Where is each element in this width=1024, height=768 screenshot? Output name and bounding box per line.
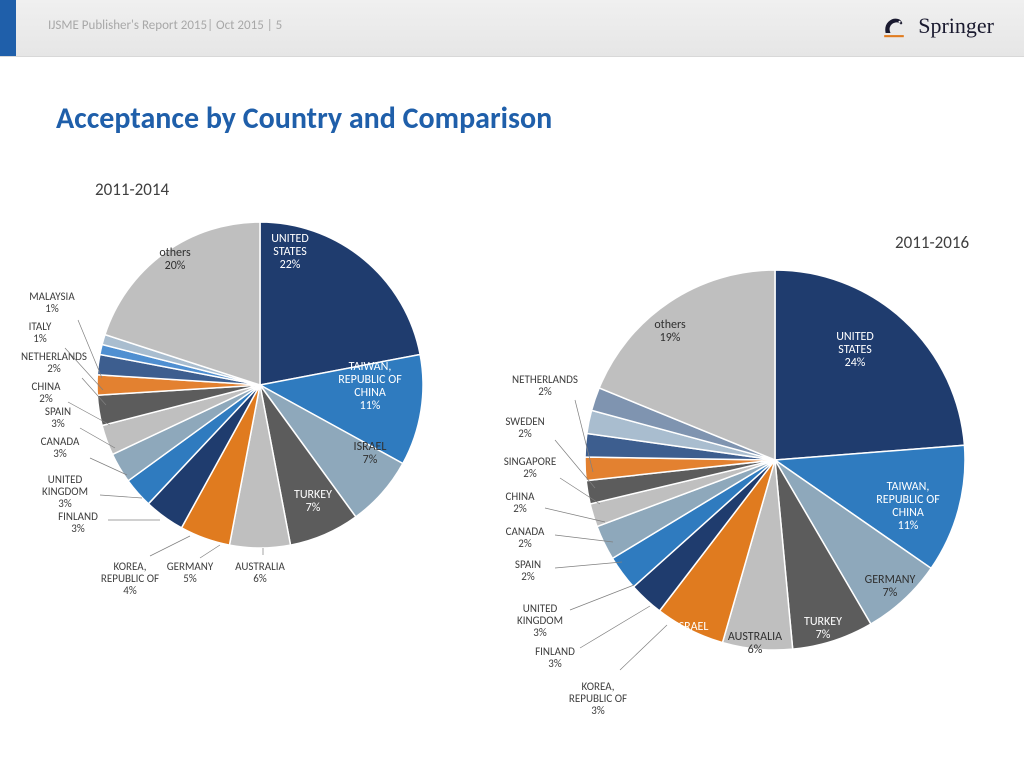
springer-horse-icon (880, 12, 908, 40)
pie-slice (260, 222, 420, 385)
pie-slice (102, 385, 260, 454)
leader-line (620, 625, 667, 670)
slice-label: SWEDEN2% (505, 415, 544, 440)
pie-slice (181, 385, 260, 545)
pie-slice (597, 460, 775, 558)
pie-slice (599, 270, 775, 460)
slice-label: MALAYSIA1% (29, 290, 75, 315)
pie-slice (592, 388, 775, 460)
slice-label: UNITEDKINGDOM3% (42, 473, 88, 510)
slice-label: SPAIN3% (45, 405, 71, 430)
pie-slice (148, 385, 260, 528)
leader-line (580, 606, 650, 648)
leader-line (100, 495, 142, 498)
leader-line (570, 585, 634, 610)
slice-label: TURKEY7% (804, 615, 842, 642)
pie-slice (113, 385, 260, 481)
slice-label: SPAIN2% (515, 558, 541, 583)
slice-label: others19% (654, 318, 686, 345)
pie-slice (229, 385, 290, 548)
leader-line (68, 402, 110, 425)
slice-label: KOREA,REPUBLIC OF4% (101, 560, 159, 597)
slice-label: NETHERLANDS2% (512, 373, 578, 398)
slice-label: SINGAPORE2% (504, 455, 557, 480)
pie-slice (775, 445, 965, 568)
pie-slice (260, 354, 423, 463)
leader-line (555, 562, 622, 568)
leader-line (150, 536, 190, 556)
pie-slice (587, 410, 775, 460)
brand: Springer (880, 12, 994, 40)
slice-label: FINLAND3% (535, 645, 575, 670)
slice-label: TURKEY7% (294, 488, 332, 515)
slice-label: CHINA2% (32, 380, 62, 405)
pie-slice (97, 354, 260, 385)
slice-label: UNITEDSTATES24% (836, 330, 874, 370)
pie-slice (775, 460, 871, 649)
pie-slice (260, 385, 356, 545)
slice-label: TAIWAN,REPUBLIC OFCHINA11% (338, 360, 402, 413)
pie-slice (585, 457, 775, 481)
period-label: 2011-2016 (895, 232, 970, 253)
pie-slice (775, 460, 931, 624)
pie-slice (590, 460, 775, 527)
leader-line (82, 378, 106, 405)
pie-slice (585, 433, 775, 460)
pie-slice (97, 375, 260, 395)
slice-label: GERMANY5% (167, 560, 214, 585)
leader-line (65, 348, 103, 390)
pie-slice (612, 460, 775, 587)
leader-line (200, 545, 220, 558)
slice-label: NETHERLANDS2% (21, 350, 87, 375)
slice-label: CANADA3% (41, 435, 80, 460)
page-title: Acceptance by Country and Comparison (56, 100, 552, 137)
slice-label: ISRAEL6% (676, 620, 709, 647)
leader-line (545, 508, 605, 522)
slice-label: UNITEDSTATES22% (271, 232, 309, 272)
slice-label: TAIWAN,REPUBLIC OFCHINA11% (876, 480, 940, 533)
leader-line (555, 535, 613, 542)
breadcrumb: IJSME Publisher's Report 2015| Oct 2015 … (48, 18, 282, 33)
pie-slice (102, 335, 260, 385)
leader-line (555, 440, 595, 488)
period-label: 2011-2014 (95, 179, 170, 200)
slice-label: FINLAND3% (58, 510, 98, 535)
pie-slice (723, 460, 793, 650)
pie-slice (660, 460, 775, 643)
slice-label: GERMANY7% (865, 573, 916, 600)
slice-label: AUSTRALIA6% (728, 630, 782, 657)
slice-label: ITALY1% (29, 320, 52, 345)
slice-label: CHINA2% (506, 490, 536, 515)
pie-slice (634, 460, 775, 611)
header-bar: IJSME Publisher's Report 2015| Oct 2015 … (0, 0, 1024, 57)
brand-name: Springer (918, 13, 994, 39)
pie-slice (128, 385, 260, 504)
slice-label: AUSTRALIA6% (235, 560, 285, 585)
pie-slice (260, 385, 403, 517)
pie-slice (586, 460, 775, 504)
leader-line (80, 428, 115, 448)
pie-slice (105, 222, 260, 385)
pie-slice (97, 385, 260, 426)
slice-label: ISRAEL7% (354, 440, 387, 467)
leader-line (560, 478, 600, 504)
leader-line (90, 458, 127, 475)
slice-label: CANADA2% (506, 525, 545, 550)
leader-line (78, 320, 102, 378)
pie-slice (100, 344, 260, 385)
header-accent (0, 0, 16, 56)
leader-line (575, 400, 593, 472)
slice-label: UNITEDKINGDOM3% (517, 602, 563, 639)
slice-label: others20% (159, 246, 191, 273)
slice-label: KOREA,REPUBLIC OF3% (569, 680, 627, 717)
pie-slice (775, 270, 964, 460)
